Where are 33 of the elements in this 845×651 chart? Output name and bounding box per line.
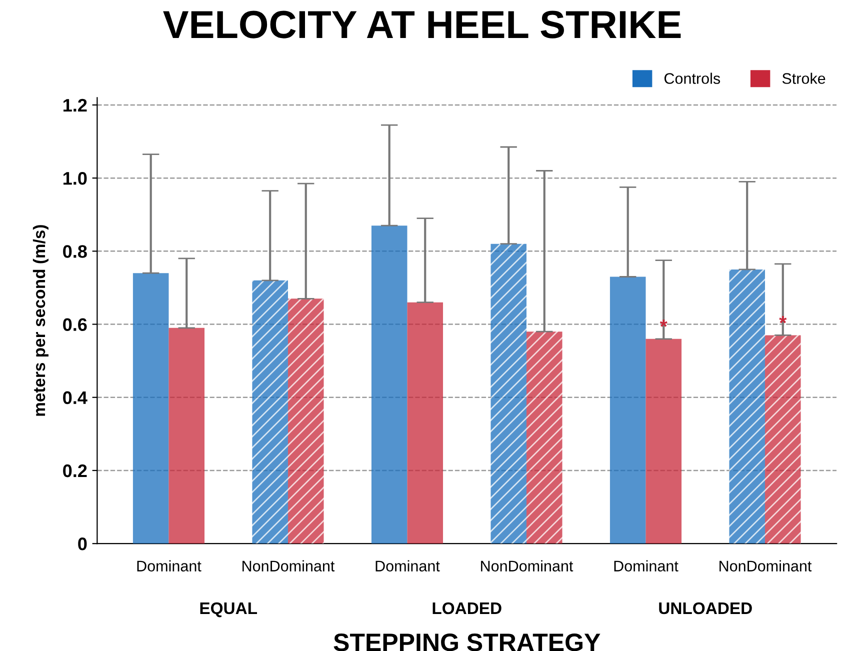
bar: [610, 276, 646, 544]
x-tick-label: Dominant: [376, 560, 440, 572]
chart-title: VELOCITY AT HEEL STRIKE: [163, 10, 681, 38]
y-tick-label: 0.6: [63, 318, 87, 331]
bar: [132, 273, 169, 544]
y-tick-label: 0.2: [63, 464, 87, 478]
bar: [729, 269, 765, 544]
y-tick-label: 0.8: [63, 245, 87, 258]
bar: [407, 302, 444, 544]
y-tick-label: 0.4: [63, 391, 88, 404]
legend-label: Stroke: [782, 72, 826, 84]
x-tick-label: NonDominant: [720, 560, 812, 572]
y-tick-label: 0: [78, 538, 87, 550]
text: UNLOADED: [659, 602, 752, 614]
x-tick-label: Dominant: [137, 560, 202, 572]
bar: [371, 226, 408, 544]
bar: [288, 298, 324, 544]
text: EQUAL: [200, 602, 258, 618]
y-tick-label: 1.0: [63, 172, 87, 185]
bar: [526, 332, 562, 544]
legend-label: Controls: [664, 72, 720, 84]
bar: [646, 338, 682, 544]
bar: [168, 328, 205, 544]
bar: [765, 335, 801, 544]
y-tick-label: 1.2: [63, 98, 87, 112]
y-axis-title: meters per second (m/s): [32, 225, 48, 416]
text: LOADED: [432, 602, 502, 614]
x-tick-label: NonDominant: [242, 560, 335, 572]
bar: [252, 280, 288, 544]
x-tick-label: Dominant: [614, 560, 678, 572]
x-tick-label: NonDominant: [481, 560, 574, 572]
x-axis-title: STEPPING STRATEGY: [334, 633, 600, 651]
bar: [490, 244, 526, 544]
